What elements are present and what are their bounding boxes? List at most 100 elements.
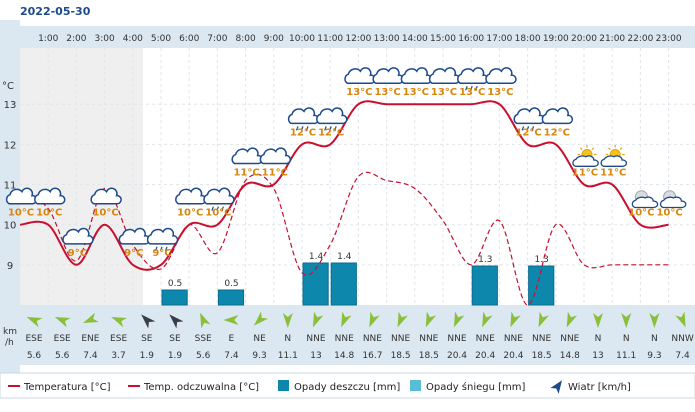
wind-speed: 11.1 (616, 351, 636, 361)
cloud-icon (345, 68, 375, 83)
cloud-shape (514, 108, 544, 123)
temperature-label: 13°C (487, 87, 513, 98)
temperature-label: 12°C (515, 127, 541, 138)
temperature-label: 10°C (177, 208, 203, 219)
wind-direction: NNE (532, 334, 551, 344)
hour-label: 16:00 (458, 34, 484, 44)
temperature-label: 10°C (656, 208, 682, 219)
temperature-label: 11°C (600, 168, 626, 179)
temperature-label: 13°C (459, 87, 485, 98)
rain-value-label: 1.3 (535, 255, 549, 265)
wind-direction: ESE (54, 334, 71, 344)
hour-label: 7:00 (207, 34, 227, 44)
night-shade (20, 48, 143, 305)
cloud-shape (486, 68, 516, 83)
cloud-icon (373, 68, 403, 83)
temperature-label: 11°C (572, 168, 598, 179)
temperature-label: 9°C (68, 248, 87, 259)
wind-speed: 5.6 (27, 351, 42, 361)
temperature-label: 10°C (92, 208, 118, 219)
wind-speed: 9.3 (252, 351, 266, 361)
wind-speed: 1.9 (168, 351, 183, 361)
cloud-shape (430, 68, 460, 83)
wind-direction: E (229, 334, 235, 344)
wind-axis-km: km (3, 327, 17, 337)
temperature-label: 9°C (124, 248, 143, 259)
cloud-shape (317, 108, 347, 123)
hour-label: 20:00 (571, 34, 597, 44)
wind-direction: SE (141, 334, 153, 344)
wind-speed: 11.1 (278, 351, 298, 361)
wind-direction: NNW (671, 334, 693, 344)
wind-direction: NNE (335, 334, 354, 344)
y-tick-label: 10 (4, 221, 17, 232)
cloud-shape (542, 108, 572, 123)
hour-label: 17:00 (486, 34, 512, 44)
wind-speed: 14.8 (334, 351, 354, 361)
temperature-label: 10°C (205, 208, 231, 219)
wind-direction: N (623, 334, 630, 344)
rain-value-label: 1.4 (337, 252, 352, 262)
hour-labels: 1:00 2:00 3:00 4:00 5:00 6:00 7:00 8:00 9:00 10:0… (38, 34, 682, 44)
wind-speed: 1.9 (140, 351, 155, 361)
cloud-shape (232, 148, 262, 163)
wind-direction: ENE (81, 334, 99, 344)
wind-direction: N (284, 334, 291, 344)
wind-direction: ESE (25, 334, 42, 344)
y-tick-label: 12 (4, 140, 17, 151)
rain-value-label: 1.3 (478, 255, 492, 265)
y-tick-label: 9 (7, 261, 13, 272)
hour-label: 14:00 (402, 34, 428, 44)
wind-speed: 3.7 (111, 351, 125, 361)
legend-label: Opady śniegu [mm] (426, 381, 526, 393)
temperature-label: 13°C (431, 87, 457, 98)
temperature-label: 12°C (318, 127, 344, 138)
cloud-shape (632, 197, 657, 207)
wind-direction: NNE (447, 334, 466, 344)
cloud-icon (401, 68, 431, 83)
hour-label: 12:00 (345, 34, 371, 44)
wind-speed: 5.6 (196, 351, 211, 361)
legend-label: Opady deszczu [mm] (294, 382, 400, 393)
wind-direction: SSE (195, 334, 212, 344)
temperature-label: 9°C (152, 248, 171, 259)
wind-direction: N (651, 334, 658, 344)
hour-label: 18:00 (515, 34, 541, 44)
cloud-shape (601, 156, 626, 166)
wind-speed: 18.5 (532, 351, 552, 361)
moon-cloud-icon (632, 191, 657, 208)
temperature-label: 13°C (374, 87, 400, 98)
sun-ray (608, 148, 610, 150)
wind-speed: 7.4 (224, 351, 239, 361)
wind-speed: 18.5 (419, 351, 439, 361)
wind-speed: 16.7 (362, 351, 382, 361)
wind-speed: 14.8 (560, 351, 580, 361)
hour-label: 4:00 (123, 34, 143, 44)
wind-direction: ESE (110, 334, 127, 344)
rain-value-label: 0.5 (224, 279, 238, 289)
legend-swatch-box (410, 380, 421, 391)
moon-cloud-icon (661, 191, 686, 208)
y-tick-label: 13 (4, 100, 17, 111)
wind-direction: NNE (560, 334, 579, 344)
cloud-shape (373, 68, 403, 83)
wind-speed: 20.4 (475, 351, 495, 361)
wind-speed: 18.5 (391, 351, 411, 361)
cloud-shape (661, 197, 686, 207)
legend-label: Temp. odczuwalna [°C] (143, 382, 259, 393)
hour-label: 19:00 (543, 34, 569, 44)
hour-label: 23:00 (656, 34, 682, 44)
sun-cloud-icon (601, 145, 626, 166)
sun-ray (620, 148, 622, 150)
y-axis-unit: °C (2, 81, 14, 92)
hour-label: 13:00 (374, 34, 400, 44)
temperature-label: 11°C (233, 168, 259, 179)
wind-speed: 13 (310, 351, 321, 361)
rain-value-label: 0.5 (168, 279, 182, 289)
wind-speed: 9.3 (647, 351, 661, 361)
temperature-label: 13°C (346, 87, 372, 98)
sun-ray (580, 148, 582, 150)
hour-label: 15:00 (430, 34, 456, 44)
cloud-icon (260, 148, 290, 163)
wind-direction: N (595, 334, 602, 344)
